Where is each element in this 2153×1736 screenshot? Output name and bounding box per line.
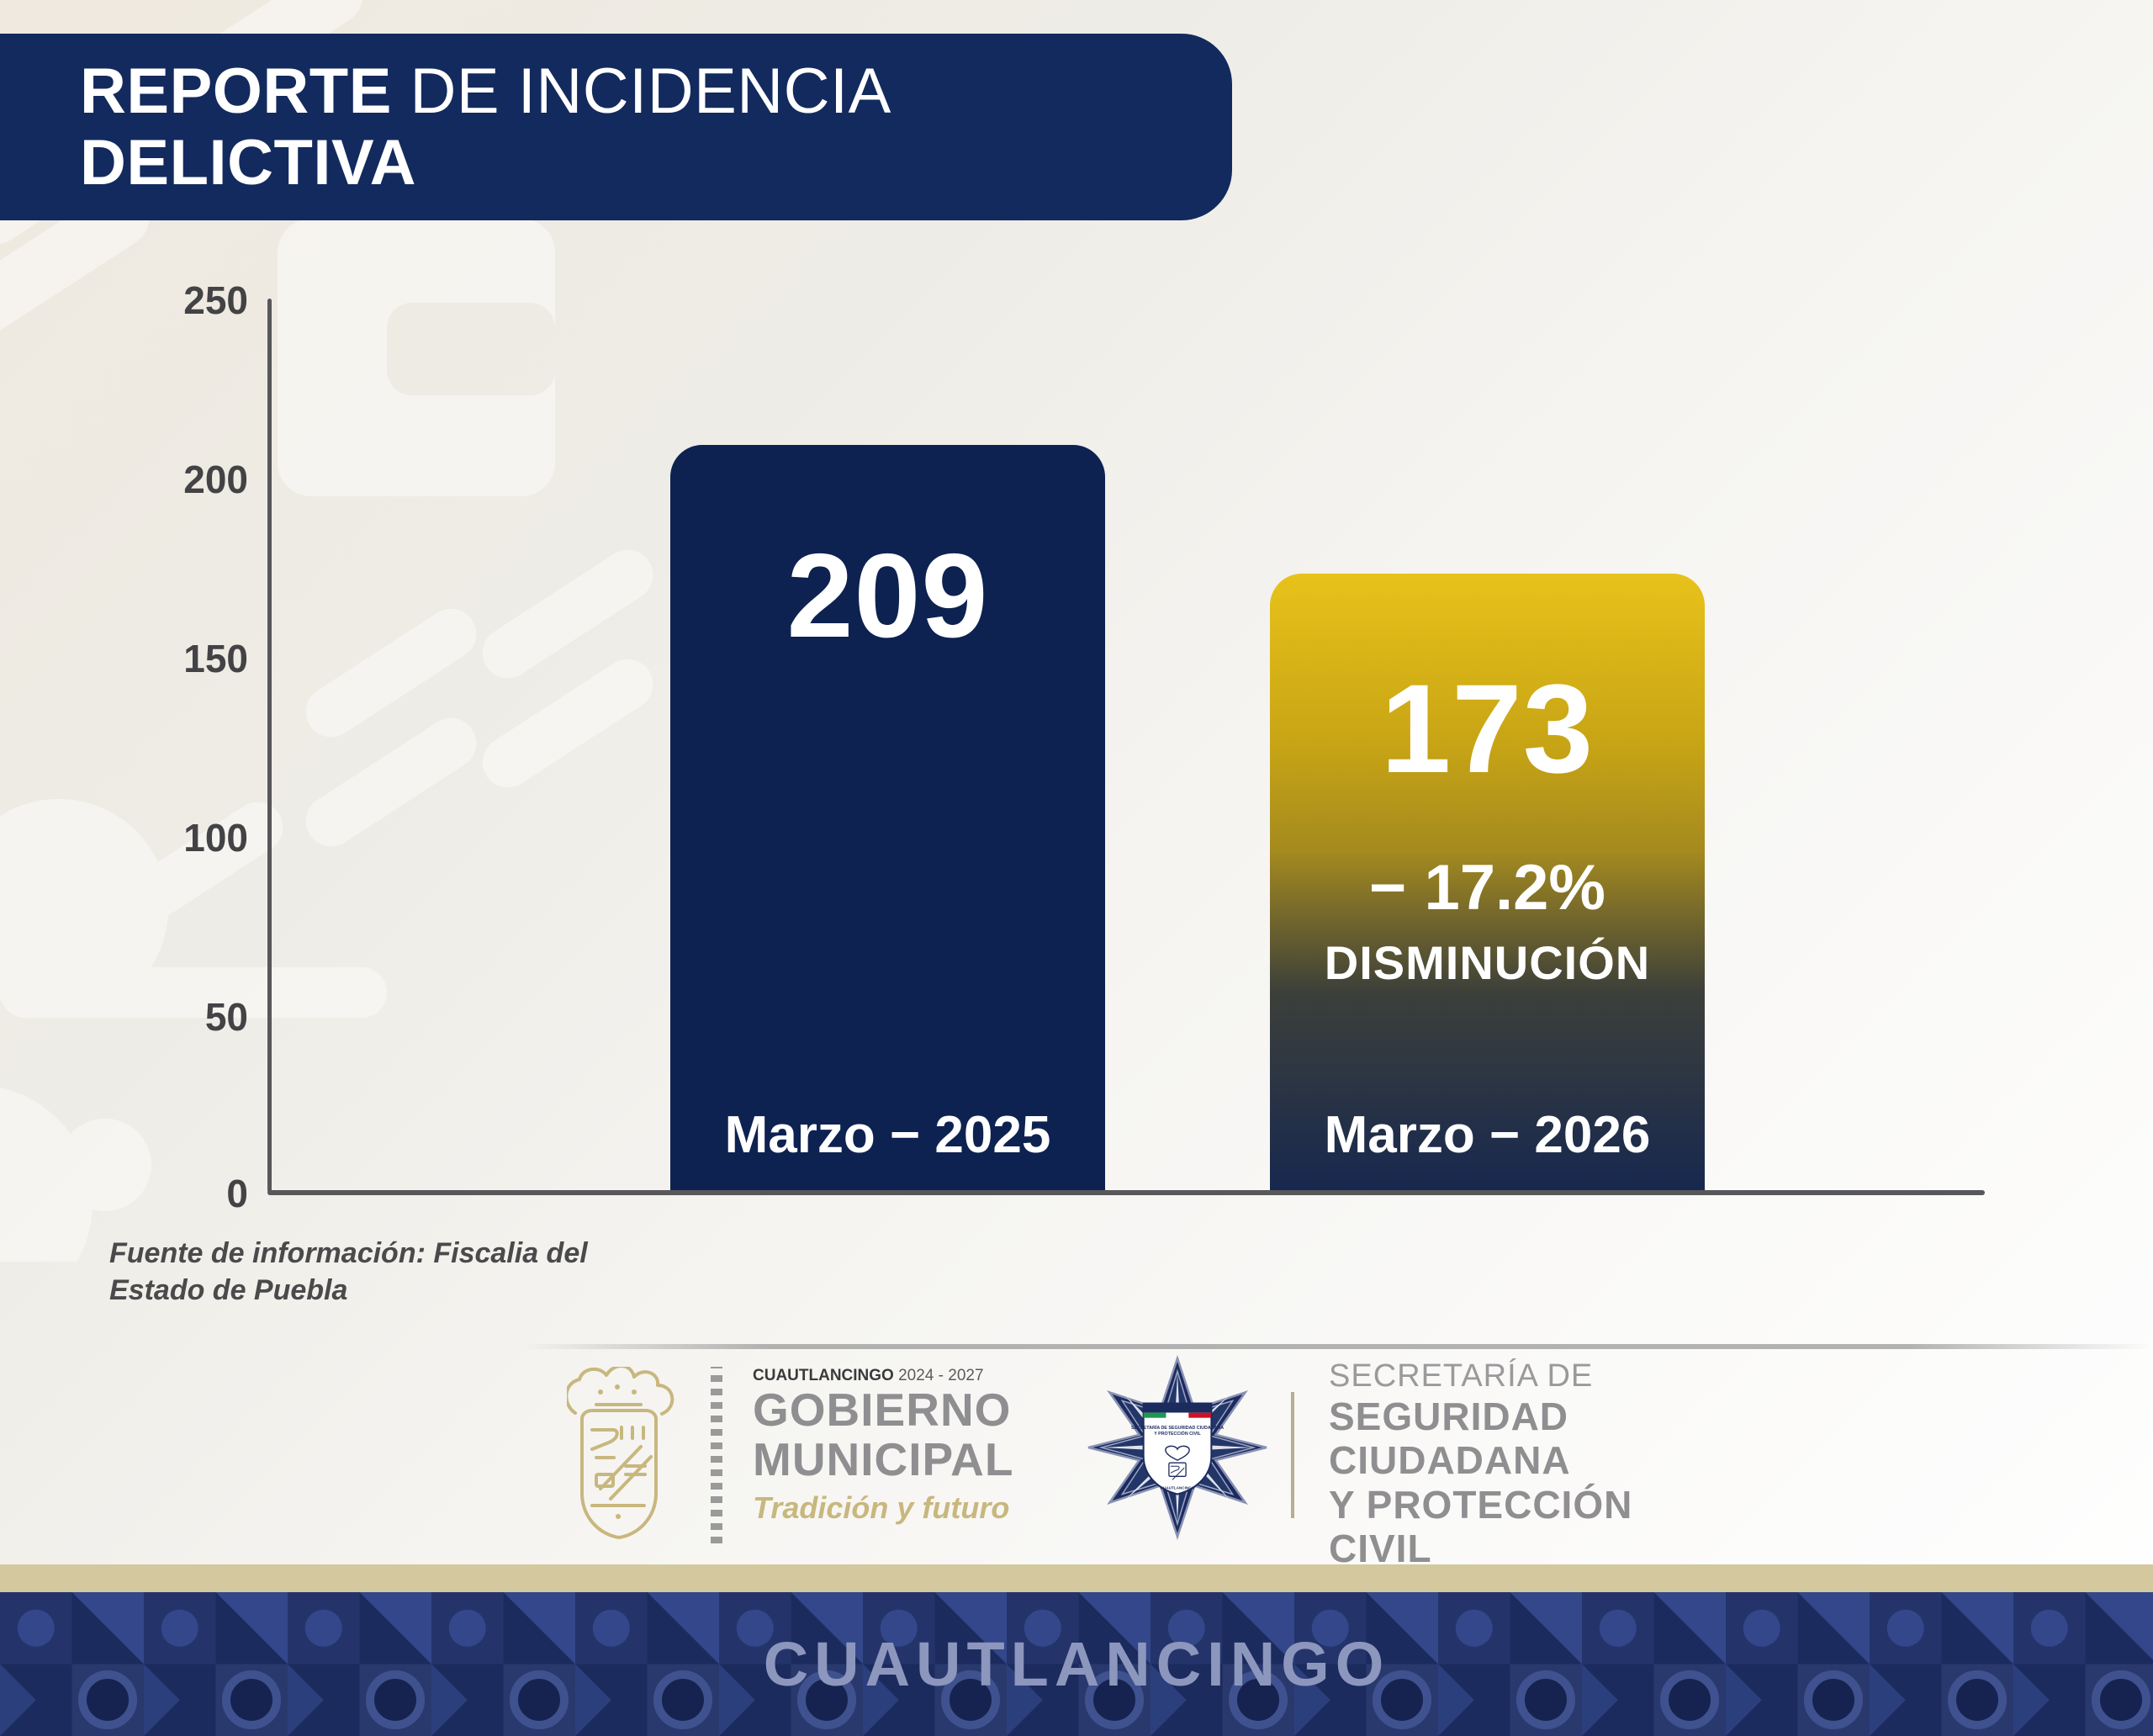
svg-text:Y PROTECCIÓN CIVIL: Y PROTECCIÓN CIVIL [1154,1430,1201,1437]
svg-text:SECRETARÍA DE SEGURIDAD CIUDAD: SECRETARÍA DE SEGURIDAD CIUDADANA [1131,1424,1224,1431]
svg-text:CUAUTLANCINGO: CUAUTLANCINGO [1161,1485,1195,1490]
